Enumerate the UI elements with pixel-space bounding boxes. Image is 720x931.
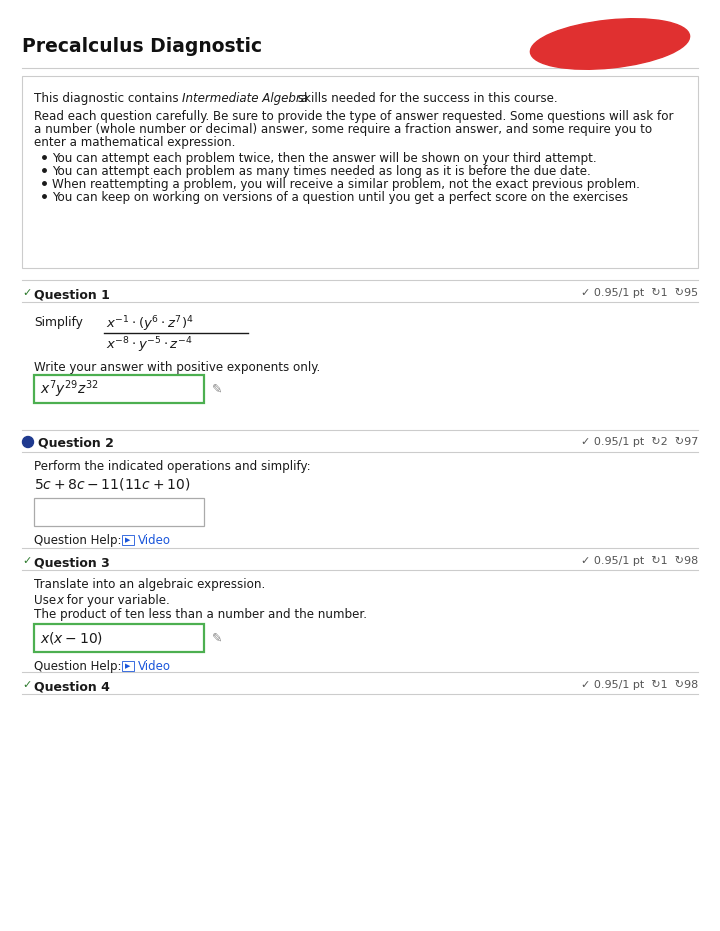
- Text: x: x: [56, 594, 63, 607]
- Text: Video: Video: [138, 660, 171, 673]
- Text: ✎: ✎: [212, 631, 222, 644]
- Text: Question 1: Question 1: [34, 288, 110, 301]
- Text: ✓: ✓: [22, 288, 32, 298]
- Text: You can keep on working on versions of a question until you get a perfect score : You can keep on working on versions of a…: [52, 191, 628, 204]
- Text: Question 3: Question 3: [34, 556, 109, 569]
- Text: ✓: ✓: [22, 680, 32, 690]
- Ellipse shape: [531, 19, 690, 69]
- Text: ✎: ✎: [212, 383, 222, 396]
- Text: Question 2: Question 2: [38, 437, 114, 450]
- Text: When reattempting a problem, you will receive a similar problem, not the exact p: When reattempting a problem, you will re…: [52, 178, 640, 191]
- Text: $x(x-10)$: $x(x-10)$: [40, 630, 103, 646]
- Text: $x^{-1} \cdot (y^6 \cdot z^7)^4$: $x^{-1} \cdot (y^6 \cdot z^7)^4$: [106, 314, 194, 333]
- Text: Use: Use: [34, 594, 60, 607]
- Text: Intermediate Algebra: Intermediate Algebra: [182, 92, 308, 105]
- Text: Translate into an algebraic expression.: Translate into an algebraic expression.: [34, 578, 265, 591]
- Text: Perform the indicated operations and simplify:: Perform the indicated operations and sim…: [34, 460, 310, 473]
- Text: for your variable.: for your variable.: [63, 594, 170, 607]
- Text: ▶: ▶: [125, 537, 131, 543]
- FancyBboxPatch shape: [22, 76, 698, 268]
- Text: ✓ 0.95/1 pt  ↻1  ↻95: ✓ 0.95/1 pt ↻1 ↻95: [581, 288, 698, 298]
- FancyBboxPatch shape: [34, 624, 204, 652]
- Text: You can attempt each problem twice, then the answer will be shown on your third : You can attempt each problem twice, then…: [52, 152, 597, 165]
- Text: Simplify: Simplify: [34, 316, 83, 329]
- Text: $5c + 8c - 11(11c + 10)$: $5c + 8c - 11(11c + 10)$: [34, 476, 190, 492]
- Text: enter a mathematical expression.: enter a mathematical expression.: [34, 136, 235, 149]
- Text: ✓: ✓: [22, 556, 32, 566]
- Text: Read each question carefully. Be sure to provide the type of answer requested. S: Read each question carefully. Be sure to…: [34, 110, 673, 123]
- Text: Question 4: Question 4: [34, 680, 110, 693]
- Text: skills needed for the success in this course.: skills needed for the success in this co…: [294, 92, 557, 105]
- Text: ▶: ▶: [125, 663, 131, 669]
- Text: The product of ten less than a number and the number.: The product of ten less than a number an…: [34, 608, 367, 621]
- Text: Video: Video: [138, 534, 171, 547]
- Text: Question Help:: Question Help:: [34, 660, 122, 673]
- Text: ✓ 0.95/1 pt  ↻1  ↻98: ✓ 0.95/1 pt ↻1 ↻98: [581, 680, 698, 690]
- FancyBboxPatch shape: [122, 535, 134, 545]
- Text: $x^{-8} \cdot y^{-5} \cdot z^{-4}$: $x^{-8} \cdot y^{-5} \cdot z^{-4}$: [106, 335, 193, 355]
- FancyBboxPatch shape: [34, 375, 204, 403]
- Text: Precalculus Diagnostic: Precalculus Diagnostic: [22, 36, 262, 56]
- FancyBboxPatch shape: [122, 661, 134, 671]
- Text: a number (whole number or decimal) answer, some require a fraction answer, and s: a number (whole number or decimal) answe…: [34, 123, 652, 136]
- Text: You can attempt each problem as many times needed as long as it is before the du: You can attempt each problem as many tim…: [52, 165, 590, 178]
- Text: ✓ 0.95/1 pt  ↻1  ↻98: ✓ 0.95/1 pt ↻1 ↻98: [581, 556, 698, 566]
- Ellipse shape: [22, 437, 34, 448]
- Text: This diagnostic contains: This diagnostic contains: [34, 92, 182, 105]
- FancyBboxPatch shape: [34, 498, 204, 526]
- Text: ✓ 0.95/1 pt  ↻2  ↻97: ✓ 0.95/1 pt ↻2 ↻97: [580, 437, 698, 447]
- Text: Question Help:: Question Help:: [34, 534, 122, 547]
- Text: $x^7y^{29}z^{32}$: $x^7y^{29}z^{32}$: [40, 378, 99, 399]
- Text: Write your answer with positive exponents only.: Write your answer with positive exponent…: [34, 361, 320, 374]
